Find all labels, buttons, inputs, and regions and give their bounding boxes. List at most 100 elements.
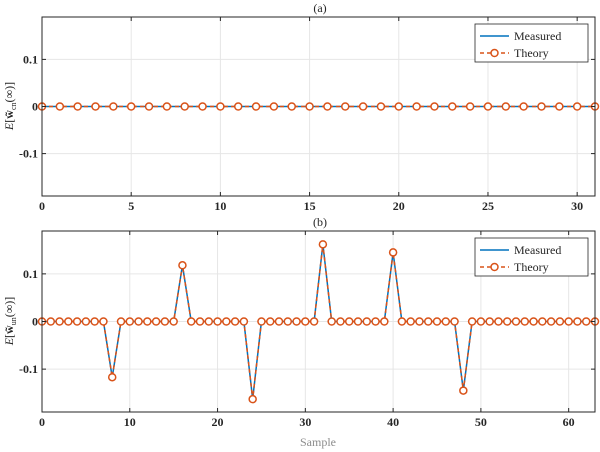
- theory-point: [91, 102, 100, 111]
- theory-point: [511, 317, 521, 326]
- panel-a-title: (a): [313, 1, 326, 15]
- theory-point: [213, 317, 222, 326]
- theory-point: [283, 317, 293, 326]
- theory-point: [327, 317, 336, 326]
- theory-point: [423, 317, 433, 326]
- theory-point: [397, 317, 407, 326]
- panel-b-legend-theory-marker: [490, 262, 499, 272]
- theory-point: [178, 261, 187, 270]
- theory-point: [394, 102, 404, 111]
- theory-point: [573, 317, 582, 326]
- theory-point: [186, 317, 196, 326]
- theory-point: [251, 102, 261, 111]
- theory-point: [538, 317, 547, 326]
- theory-point: [292, 317, 301, 326]
- theory-point: [415, 317, 424, 326]
- theory-point: [204, 317, 214, 326]
- theory-point: [412, 102, 421, 111]
- theory-point: [519, 102, 528, 111]
- theory-point: [485, 317, 494, 326]
- x-tick-label: 20: [212, 415, 224, 429]
- theory-point: [483, 102, 493, 111]
- panel-a-series: [37, 102, 600, 111]
- theory-point: [248, 394, 257, 404]
- panel-b-title: (b): [313, 215, 327, 229]
- y-tick-label: -0.1: [19, 362, 38, 376]
- panel-a-ylabel-open: [: [2, 119, 16, 123]
- panel-b-legend-theory-label: Theory: [514, 260, 549, 274]
- theory-point: [476, 317, 486, 326]
- theory-point: [107, 372, 117, 382]
- theory-point: [336, 317, 345, 326]
- theory-point: [134, 317, 143, 326]
- x-tick-label: 50: [475, 415, 487, 429]
- theory-point: [450, 317, 459, 326]
- panel-a-ticks: 0 5 10 15 20 25 30 -0.1 0 0.1: [19, 17, 595, 213]
- theory-point: [406, 317, 415, 326]
- theory-point: [353, 317, 363, 326]
- theory-point: [126, 102, 136, 111]
- y-tick-label: -0.1: [19, 147, 38, 161]
- panel-b-ylabel-w: w: [2, 325, 16, 334]
- theory-point: [432, 317, 442, 326]
- theory-point: [287, 102, 296, 111]
- theory-point: [344, 317, 354, 326]
- theory-point: [125, 317, 135, 326]
- theory-point: [537, 102, 546, 111]
- panel-a-ylabel: E[w̃cn(∞)]: [2, 82, 18, 131]
- theory-point: [465, 102, 475, 111]
- panel-a: (a) 0 5 10 15 20 25 30 -0.1 0 0.1 E[w̃cn(∞)] Meas…: [2, 1, 600, 213]
- theory-point: [564, 317, 573, 326]
- theory-point: [305, 102, 314, 111]
- panel-a-legend-theory-marker: [490, 48, 499, 58]
- panel-a-legend-theory-label: Theory: [514, 46, 549, 60]
- theory-point: [73, 102, 82, 111]
- theory-point: [380, 317, 389, 326]
- theory-point: [309, 317, 319, 326]
- x-tick-label: 10: [124, 415, 136, 429]
- theory-point: [448, 102, 457, 111]
- x-tick-label: 0: [39, 415, 45, 429]
- y-tick-label: 0.1: [23, 267, 38, 281]
- theory-point: [222, 317, 231, 326]
- theory-point: [257, 317, 266, 326]
- y-tick-label: 0.1: [23, 52, 38, 66]
- panel-b: (b) 0 10 20 30 40 50 60 -0.1 0 0.1 E[w̃un(∞)] Mea…: [2, 215, 600, 429]
- panel-b-ylabel: E[w̃un(∞)]: [2, 297, 18, 347]
- theory-point: [520, 317, 530, 326]
- panel-a-ylabel-close: (∞)]: [2, 82, 16, 103]
- theory-point: [180, 102, 189, 111]
- theory-point: [459, 386, 468, 395]
- theory-point: [362, 317, 372, 326]
- theory-point: [358, 102, 368, 111]
- panel-b-ylabel-sub: un: [9, 317, 18, 325]
- x-tick-label: 30: [299, 415, 311, 429]
- panel-b-ylabel-close: (∞)]: [2, 297, 16, 318]
- theory-point: [55, 317, 64, 326]
- theory-point: [109, 102, 118, 111]
- panel-b-ylabel-e: E: [2, 337, 16, 346]
- panel-a-ylabel-sub: cn: [9, 102, 18, 110]
- theory-point: [116, 317, 126, 326]
- theory-point: [160, 317, 170, 326]
- theory-point: [198, 102, 207, 111]
- figure-xlabel: Sample: [300, 435, 336, 449]
- theory-point: [555, 102, 564, 111]
- theory-point: [162, 102, 172, 111]
- x-tick-label: 0: [39, 199, 45, 213]
- theory-point: [529, 317, 538, 326]
- theory-point: [195, 317, 205, 326]
- theory-point: [301, 317, 310, 326]
- theory-point: [501, 102, 511, 111]
- theory-point: [269, 102, 279, 111]
- theory-point: [467, 317, 477, 326]
- panel-a-ylabel-e: E: [2, 122, 16, 131]
- theory-point: [371, 317, 380, 326]
- x-tick-label: 25: [482, 199, 494, 213]
- theory-point: [502, 317, 512, 326]
- theory-point: [81, 317, 91, 326]
- theory-point: [46, 317, 56, 326]
- theory-point: [265, 317, 275, 326]
- panel-b-legend: Measured Theory: [474, 237, 589, 277]
